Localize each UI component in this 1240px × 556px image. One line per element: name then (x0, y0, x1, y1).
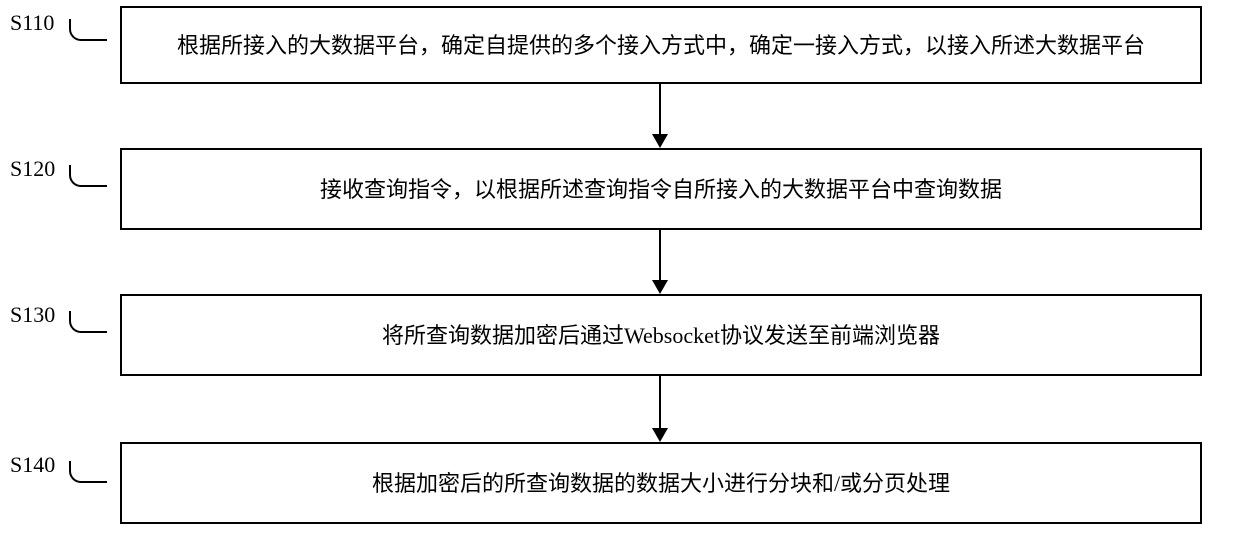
label-hook (69, 461, 107, 483)
label-hook (69, 19, 107, 41)
arrow-line (659, 376, 661, 428)
step-label-s120: S120 (10, 156, 55, 182)
step-label-s140: S140 (10, 452, 55, 478)
label-hook (69, 165, 107, 187)
arrow-head-icon (652, 134, 668, 148)
arrow-line (659, 230, 661, 280)
flowchart-step-s120: 接收查询指令，以根据所述查询指令自所接入的大数据平台中查询数据 (120, 148, 1202, 230)
arrow-head-icon (652, 280, 668, 294)
flowchart-step-s110: 根据所接入的大数据平台，确定自提供的多个接入方式中，确定一接入方式，以接入所述大… (120, 6, 1202, 84)
flowchart-step-s140: 根据加密后的所查询数据的数据大小进行分块和/或分页处理 (120, 442, 1202, 524)
step-label-s130: S130 (10, 302, 55, 328)
arrow-line (659, 84, 661, 134)
label-hook (69, 311, 107, 333)
flowchart-step-s130: 将所查询数据加密后通过Websocket协议发送至前端浏览器 (120, 294, 1202, 376)
arrow-head-icon (652, 428, 668, 442)
step-label-s110: S110 (10, 10, 54, 36)
flowchart-canvas: S110 根据所接入的大数据平台，确定自提供的多个接入方式中，确定一接入方式，以接… (0, 0, 1240, 556)
